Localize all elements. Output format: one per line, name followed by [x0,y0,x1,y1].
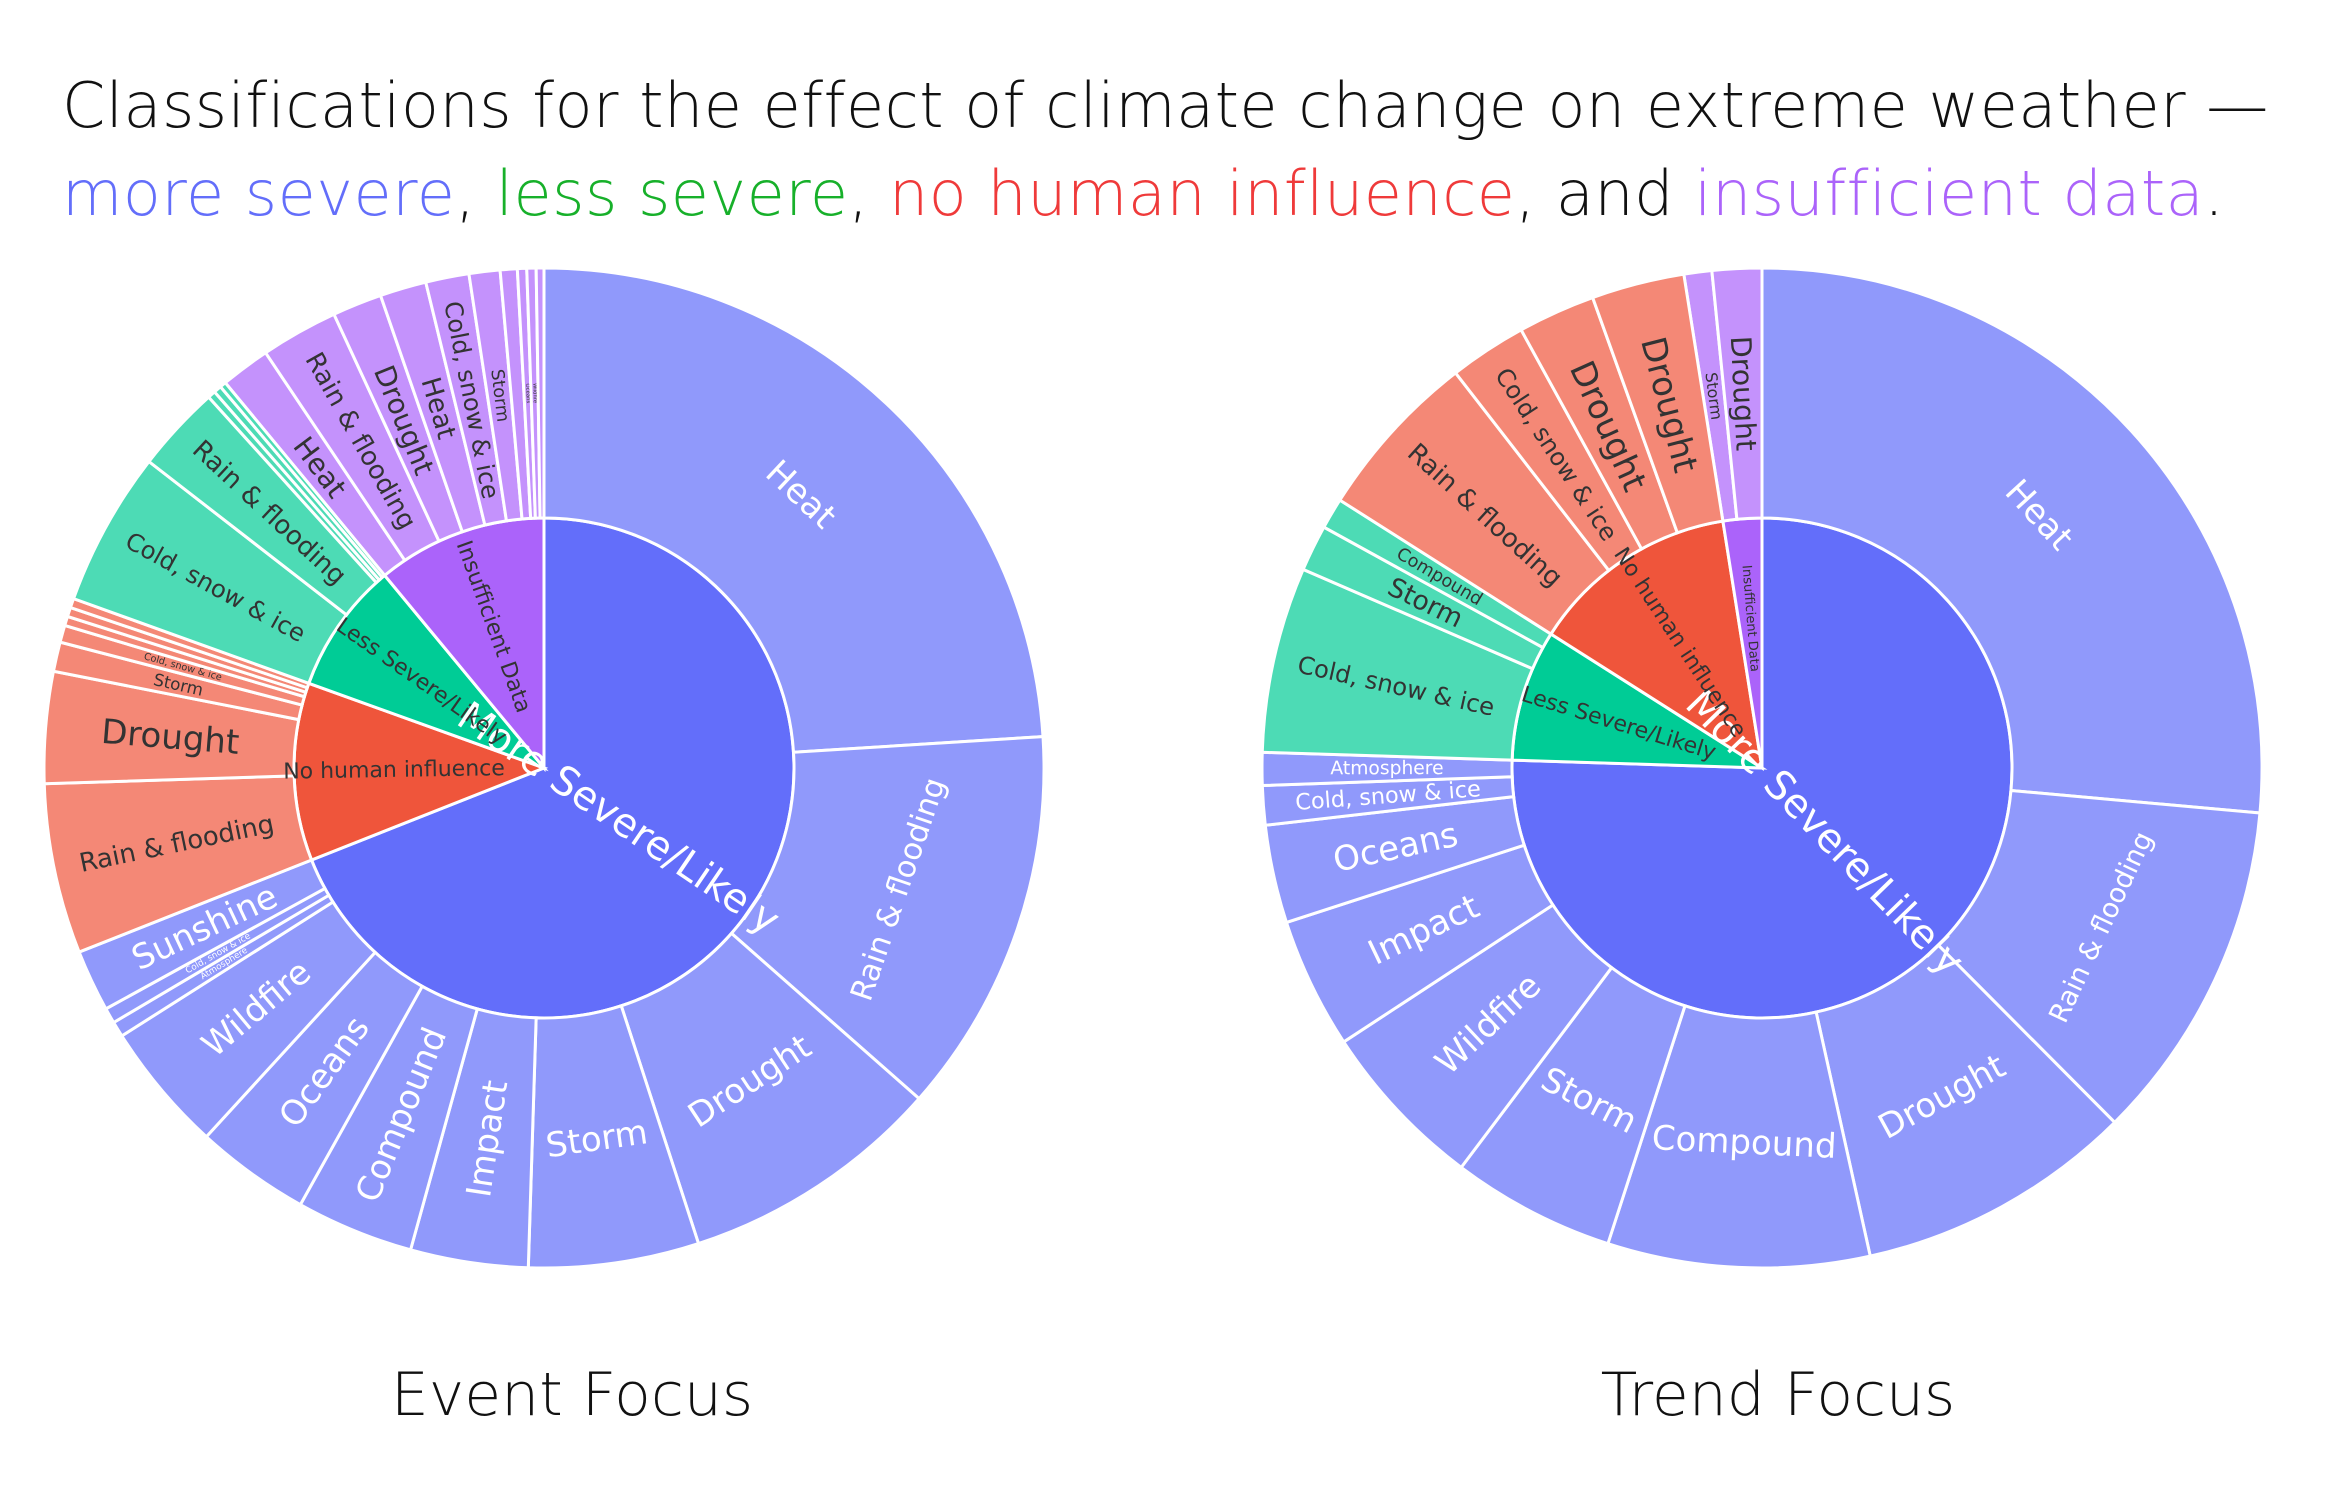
title-end: . [2204,157,2225,230]
outer-slice-more-severe-likely-heat [1760,266,2264,815]
outer-label-drought: Drought [1724,335,1763,452]
outer-slice-less-severe-likely-unlabeled [218,380,387,580]
outer-slice-more-severe-likely-rain-and-flooding [729,735,1046,1101]
outer-slice-more-severe-likely-rain-and-flooding [1936,788,2262,1125]
legend-insufficient-data: insufficient data [1694,157,2205,230]
chart-title: Classifications for the effect of climat… [62,62,2302,238]
caption-event-focus: Event Focus [390,1360,754,1430]
title-dash: — [2186,69,2269,142]
legend-no-human-influence: no human influence [888,157,1516,230]
outer-slice-more-severe-likely-drought [1814,943,2117,1258]
inner-label-no-human-influence: No human influence [283,756,505,784]
outer-label-compound: Compound [1651,1118,1837,1167]
title-sep-1: , [455,157,496,230]
outer-slice-more-severe-likely-heat [542,266,1045,754]
legend-more-severe: more severe [62,157,456,230]
title-sep-2: , [848,157,889,230]
title-line-1: Classifications for the effect of climat… [62,69,2187,142]
title-sep-3: , and [1515,157,1695,230]
outer-slice-no-human-influence-drought [1590,272,1725,535]
legend-less-severe: less severe [495,157,849,230]
outer-label-atmosphere: Atmosphere [1330,758,1443,779]
outer-label-wildfire: Wildfire [531,383,538,403]
outer-label-oceans: Oceans [524,383,531,403]
caption-trend-focus: Trend Focus [1600,1360,1956,1430]
